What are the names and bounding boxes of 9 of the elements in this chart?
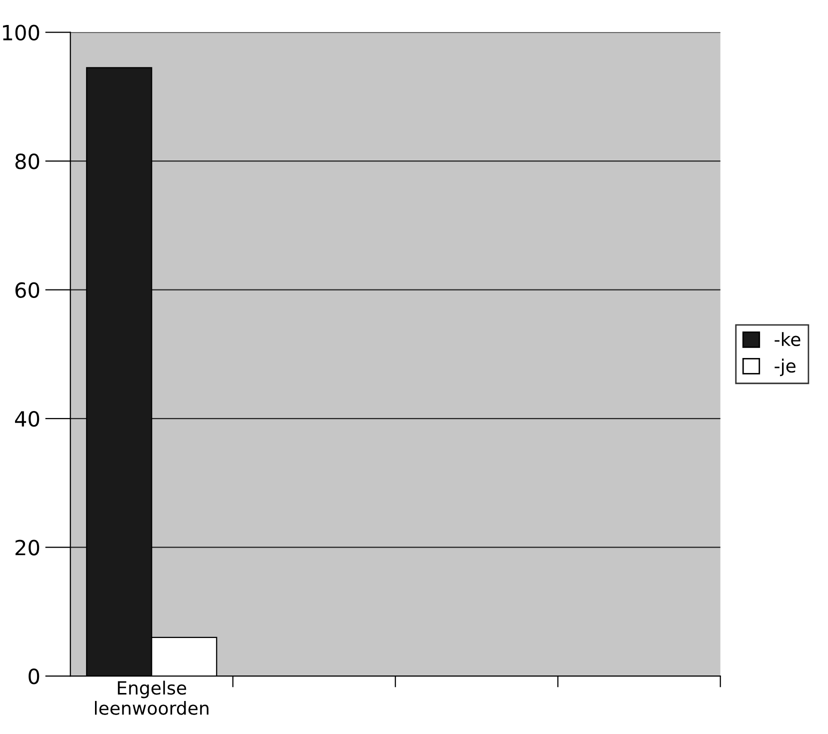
y-tick-label: 80 — [15, 153, 40, 170]
y-tick-label: 40 — [15, 410, 40, 427]
y-tick-label: 20 — [16, 540, 40, 556]
y-tick-label: 0 — [28, 668, 40, 684]
y-tick-label: 60 — [15, 282, 40, 298]
x-tick-label: Engelse leenwoorden — [95, 680, 208, 715]
legend-label: -je — [774, 358, 796, 376]
legend-label: -ke — [774, 332, 800, 346]
y-tick-label: 100 — [3, 24, 40, 41]
